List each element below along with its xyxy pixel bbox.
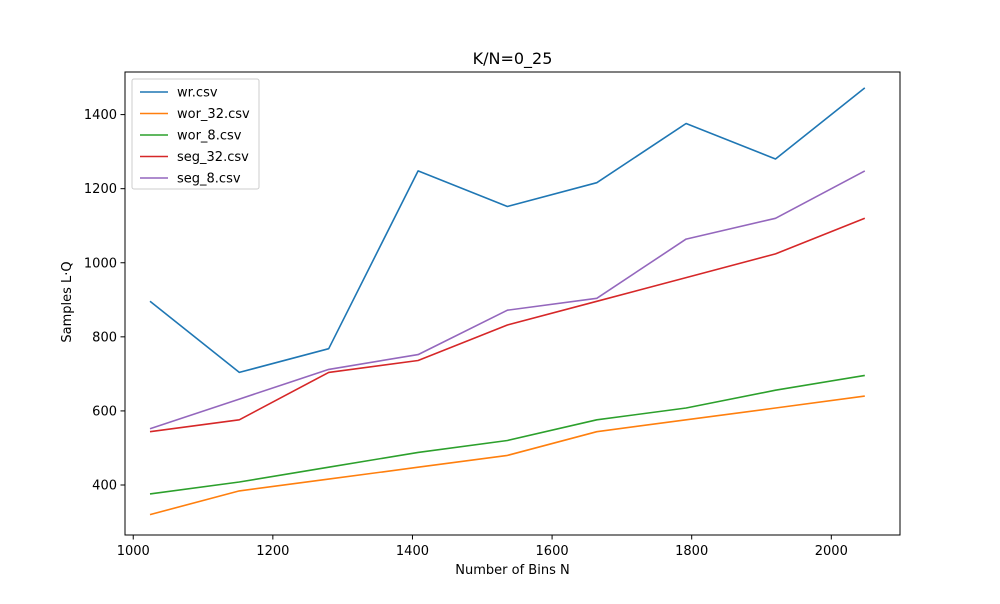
series-line-seg-8 xyxy=(149,170,866,430)
x-tick-label: 1600 xyxy=(536,544,569,559)
y-tick-label: 1400 xyxy=(84,108,117,123)
x-axis-label: Number of Bins N xyxy=(455,563,569,578)
legend-label: wor_8.csv xyxy=(177,129,242,144)
x-tick-label: 2000 xyxy=(815,544,848,559)
y-tick-label: 400 xyxy=(92,478,117,493)
legend-label: seg_8.csv xyxy=(177,172,241,187)
series-line-wor-32 xyxy=(149,395,865,516)
x-tick-label: 1800 xyxy=(675,544,708,559)
legend: wr.csv wor_32.csv wor_8.csv seg_32.csv seg_8… xyxy=(131,78,260,190)
x-tick-label: 1400 xyxy=(396,544,429,559)
series-line-seg-32 xyxy=(149,217,866,433)
chart-title: K/N=0_25 xyxy=(473,49,553,69)
y-tick-label: 600 xyxy=(92,404,117,419)
y-tick-label: 1000 xyxy=(84,256,117,271)
legend-label: wor_32.csv xyxy=(177,107,250,122)
x-tick-label: 1000 xyxy=(117,544,150,559)
y-axis-label: Samples L·Q xyxy=(60,261,75,342)
y-tick-label: 800 xyxy=(92,330,117,345)
series-line-wr xyxy=(149,87,866,374)
legend-label: wr.csv xyxy=(177,86,218,101)
legend-label: seg_32.csv xyxy=(177,150,249,165)
series-line-wor-8 xyxy=(149,374,865,495)
legend-box xyxy=(131,78,260,190)
y-tick-label: 1200 xyxy=(84,182,117,197)
plot-frame xyxy=(124,71,901,536)
plot-area: 1000 1200 1400 1600 1800 2000 400 600 800 1000 120… xyxy=(84,71,901,559)
x-tick-label: 1200 xyxy=(256,544,289,559)
